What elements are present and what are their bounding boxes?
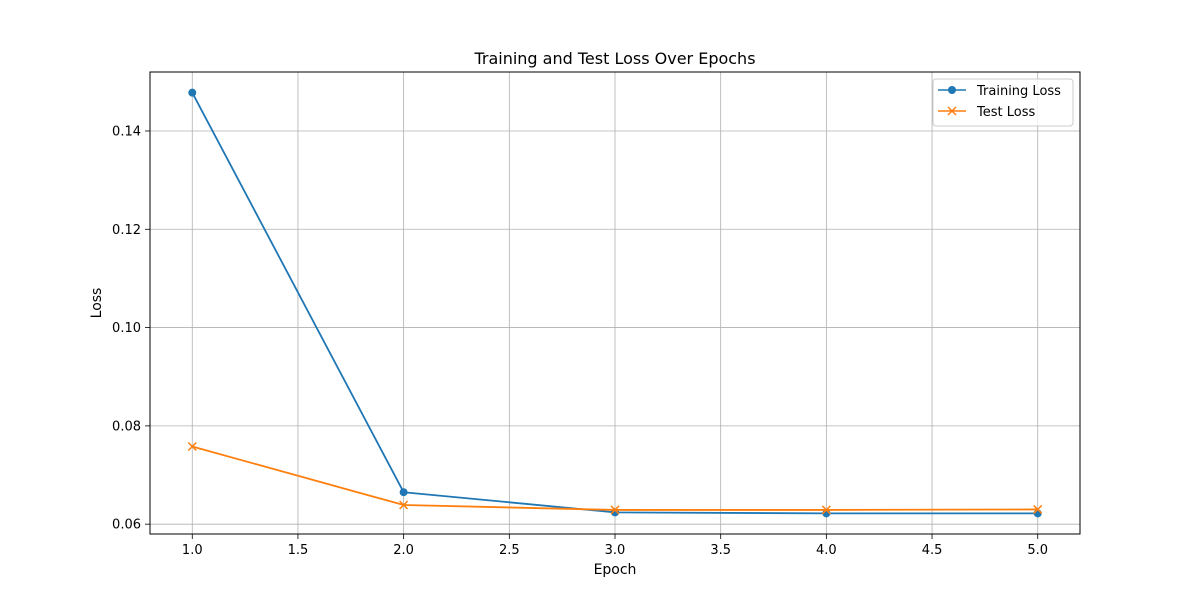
marker-stroke [610, 505, 620, 515]
y-tick-label: 0.08 [112, 419, 141, 434]
x-tick-label: 1.0 [182, 543, 203, 558]
x-tick-label: 3.0 [605, 543, 626, 558]
x-tick-label: 5.0 [1027, 543, 1048, 558]
y-tick-label: 0.10 [112, 321, 141, 336]
data-point-training-loss [1033, 509, 1042, 518]
marker-stroke [947, 106, 957, 116]
legend-box [932, 78, 1074, 127]
data-point-test-loss [610, 505, 620, 515]
x-tick-label: 2.5 [499, 543, 520, 558]
data-point-test-loss [399, 500, 409, 510]
series-layer [187, 88, 1043, 518]
x-tick-label: 2.0 [393, 543, 414, 558]
legend-x-mark [947, 106, 957, 116]
data-point-training-loss [399, 488, 408, 497]
marker-stroke [399, 500, 409, 510]
y-tick-label: 0.14 [112, 124, 141, 139]
data-point-training-loss [188, 88, 197, 97]
chart-title: Training and Test Loss Over Epochs [473, 49, 755, 68]
marker-stroke [1033, 504, 1043, 514]
legend-label-test-loss: Test Loss [976, 105, 1035, 120]
y-tick-label: 0.06 [112, 518, 141, 533]
marker-stroke [187, 441, 197, 452]
legend: Training Loss Test Loss [932, 78, 1074, 127]
data-point-test-loss [1033, 504, 1043, 514]
legend-marker-test-loss [947, 106, 957, 116]
ticks-layer: 1.0 1.5 2.0 2.5 3.0 3.5 4.0 4.5 5.0 0.06 0.08 0.10 0… [112, 124, 1048, 558]
x-tick-label: 1.5 [288, 543, 309, 558]
grid-layer [150, 72, 1080, 534]
legend-marker-training-loss [948, 86, 956, 94]
x-tick-label: 4.5 [922, 543, 943, 558]
data-point-test-loss [187, 441, 197, 452]
data-point-test-loss [821, 505, 831, 515]
x-tick-label: 4.0 [816, 543, 837, 558]
y-axis-label: Loss [89, 288, 105, 319]
legend-label-training-loss: Training Loss [976, 84, 1061, 99]
x-axis-label: Epoch [594, 562, 637, 578]
marker-stroke [821, 505, 831, 515]
x-tick-label: 3.5 [710, 543, 731, 558]
y-tick-label: 0.12 [112, 223, 141, 238]
